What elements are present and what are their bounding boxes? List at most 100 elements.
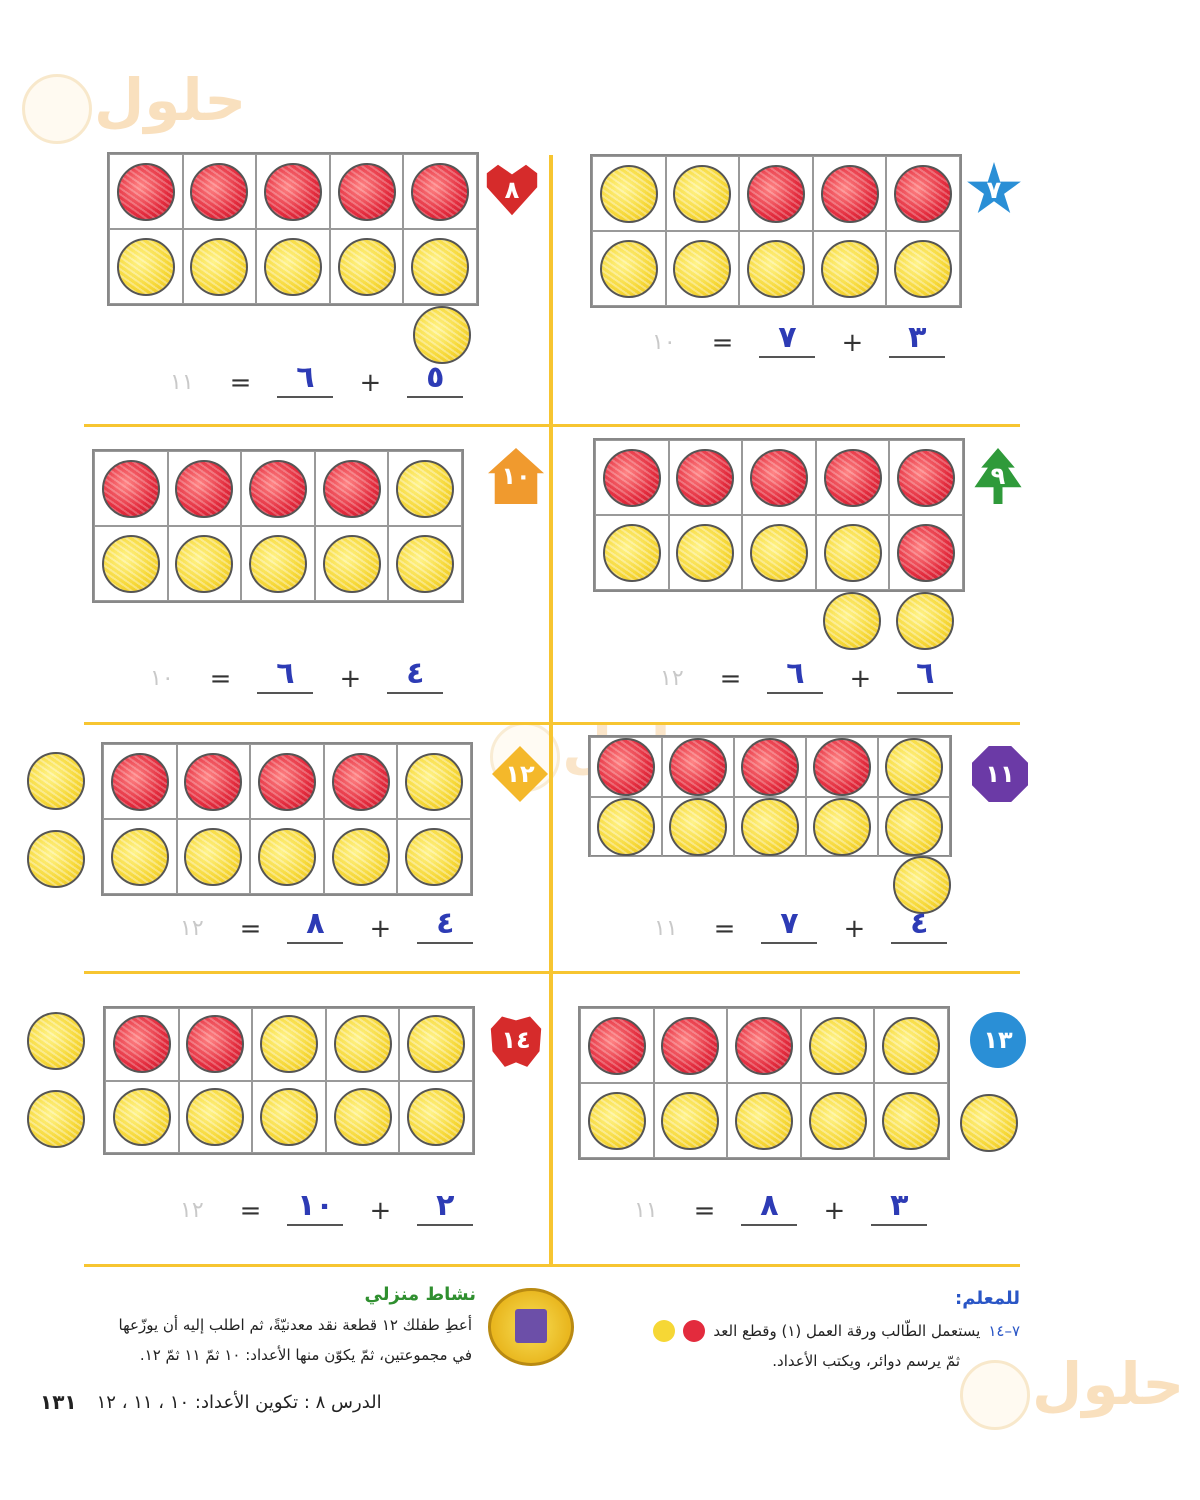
ten-frame-cell <box>592 156 666 231</box>
yellow-counter <box>813 798 871 856</box>
ten-frame-p8 <box>107 152 479 306</box>
ten-frame-cell <box>178 1008 253 1081</box>
ten-frame-cell <box>182 229 257 304</box>
ten-frame-p14 <box>103 1006 475 1155</box>
yellow-counter <box>407 1015 466 1074</box>
yellow-counter <box>396 534 455 593</box>
exercise-number-badge: ١٤ <box>490 1016 542 1067</box>
extra-yellow-counter <box>413 306 471 364</box>
watermark-emblem-icon <box>22 74 92 144</box>
yellow-counter <box>190 237 249 296</box>
answer-field[interactable]: ٦ <box>767 656 824 694</box>
ten-frame-cell <box>314 526 389 601</box>
yellow-counter <box>396 459 455 518</box>
answer-field[interactable]: ٦ <box>277 360 334 398</box>
ten-frame-cell <box>653 1008 728 1083</box>
equation-p8: ١١ = ٦ +٥ <box>170 360 464 398</box>
red-counter <box>101 459 160 518</box>
sum-value: ١٢ <box>660 666 684 691</box>
exercise-number-badge: ٨ <box>486 164 538 216</box>
plus-sign: + <box>339 664 362 694</box>
ten-frame-cell <box>734 737 806 797</box>
ten-frame-cell <box>329 154 404 229</box>
answer-field[interactable]: ٧ <box>761 906 818 944</box>
answer-field[interactable]: ٢ <box>417 1188 474 1226</box>
ten-frame-cell <box>878 737 950 797</box>
ten-frame-cell <box>815 440 890 515</box>
equals-sign: = <box>719 664 742 694</box>
yellow-counter <box>259 1087 318 1146</box>
ten-frame-cell <box>105 1080 179 1153</box>
answer-field[interactable]: ٣ <box>871 1188 928 1226</box>
yellow-counter <box>322 534 381 593</box>
ten-frame-cell <box>580 1083 654 1158</box>
red-counter <box>337 162 396 221</box>
teacher-note-line1: ٧–١٤ يستعمل الطّالب ورقة العمل (١) وقطع … <box>610 1320 1020 1342</box>
yellow-counter <box>259 1015 318 1074</box>
teacher-note-ref: ٧–١٤ <box>988 1322 1020 1340</box>
red-counter <box>813 738 871 796</box>
ten-frame-p7 <box>590 154 962 308</box>
ten-frame-cell <box>109 154 183 229</box>
red-counter-icon <box>683 1320 706 1342</box>
answer-field[interactable]: ٨ <box>741 1188 798 1226</box>
answer-field[interactable]: ٤ <box>417 906 474 944</box>
plus-sign: + <box>823 1196 846 1226</box>
home-activity-title: نشاط منزلي <box>364 1284 476 1305</box>
ten-frame-cell <box>250 819 324 894</box>
extra-yellow-counter <box>27 830 85 888</box>
yellow-counter <box>186 1087 245 1146</box>
ten-frame-cell <box>665 156 740 231</box>
red-counter <box>175 459 234 518</box>
ten-frame-cell <box>590 737 662 797</box>
sum-value: ١١ <box>654 916 678 941</box>
ten-frame-cell <box>109 229 183 304</box>
ten-frame-cell <box>167 451 242 526</box>
red-counter <box>116 162 175 221</box>
lesson-footer-text: الدرس ٨ : تكوين الأعداد: ١٠ ، ١١ ، ١٢ <box>96 1391 382 1413</box>
ten-frame-cell <box>815 515 890 590</box>
ten-frame-cell <box>800 1008 875 1083</box>
ten-frame-cell <box>403 154 477 229</box>
yellow-counter <box>808 1016 867 1075</box>
answer-field[interactable]: ٦ <box>257 656 314 694</box>
equation-p7: ١٠ = ٧ +٣ <box>652 320 946 358</box>
watermark-logo: حلول <box>22 66 246 146</box>
answer-field[interactable]: ٦ <box>897 656 954 694</box>
extra-yellow-counter <box>27 1012 85 1070</box>
ten-frame-cell <box>314 451 389 526</box>
red-counter <box>257 752 316 811</box>
answer-field[interactable]: ٣ <box>889 320 946 358</box>
yellow-counter <box>411 237 470 296</box>
ten-frame-cell <box>592 231 666 306</box>
ten-frame-cell <box>739 156 813 231</box>
answer-field[interactable]: ٥ <box>407 360 464 398</box>
answer-field[interactable]: ١٠ <box>287 1188 344 1226</box>
answer-field[interactable]: ٨ <box>287 906 344 944</box>
yellow-counter-icon <box>653 1320 676 1342</box>
ten-frame-cell <box>399 1080 473 1153</box>
ten-frame-cell <box>329 229 404 304</box>
watermark-text: حلول <box>1032 1350 1185 1418</box>
ten-frame-cell <box>727 1083 801 1158</box>
yellow-counter <box>749 523 808 582</box>
red-counter <box>597 738 655 796</box>
yellow-counter <box>599 164 658 223</box>
horizontal-divider <box>84 1264 1020 1267</box>
answer-field[interactable]: ٤ <box>387 656 444 694</box>
red-counter <box>749 448 808 507</box>
ten-frame-p9 <box>593 438 965 592</box>
house-icon <box>515 1309 547 1343</box>
ten-frame-cell <box>889 440 963 515</box>
ten-frame-cell <box>662 797 734 857</box>
ten-frame-cell <box>878 797 950 857</box>
yellow-counter <box>407 1087 466 1146</box>
ten-frame-cell <box>323 819 398 894</box>
yellow-counter <box>808 1091 867 1150</box>
ten-frame-cell <box>668 440 743 515</box>
ten-frame-cell <box>874 1008 948 1083</box>
ten-frame-cell <box>812 156 887 231</box>
answer-field[interactable]: ٤ <box>891 906 948 944</box>
answer-field[interactable]: ٧ <box>759 320 816 358</box>
equals-sign: = <box>239 914 262 944</box>
